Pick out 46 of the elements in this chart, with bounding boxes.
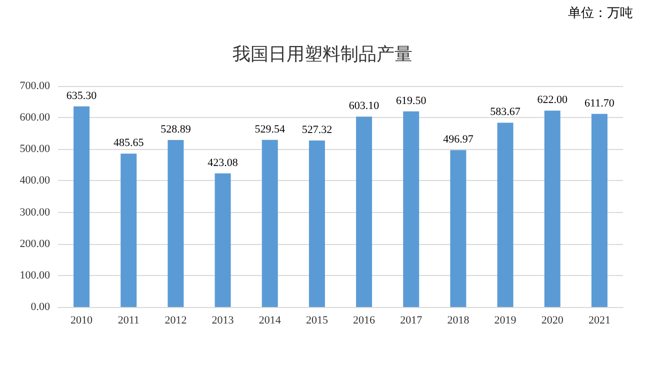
y-tick-label: 500.00 <box>20 143 50 156</box>
bar <box>591 114 608 307</box>
data-label: 611.70 <box>584 97 615 110</box>
bar <box>74 106 90 307</box>
bar <box>262 140 278 307</box>
data-label: 619.50 <box>396 94 427 107</box>
chart-title: 我国日用塑料制品产量 <box>232 44 412 64</box>
x-tick-label: 2021 <box>588 314 610 326</box>
bar <box>450 150 466 307</box>
data-label: 485.65 <box>114 137 144 150</box>
y-tick-label: 700.00 <box>20 80 50 92</box>
bar <box>120 154 137 307</box>
data-label: 622.00 <box>537 94 568 106</box>
bar <box>214 173 231 307</box>
x-tick-label: 2017 <box>400 314 423 326</box>
x-tick-label: 2013 <box>212 314 234 326</box>
y-tick-label: 200.00 <box>20 238 50 250</box>
text: 单位：万吨 <box>568 5 633 20</box>
x-tick-label: 2018 <box>447 314 470 326</box>
x-tick-label: 2014 <box>258 314 282 326</box>
bar <box>356 116 372 307</box>
x-tick-label: 2016 <box>353 314 376 326</box>
bar <box>497 122 514 307</box>
bar <box>544 110 560 307</box>
x-tick-label: 2010 <box>70 314 94 326</box>
data-label: 496.97 <box>443 134 474 146</box>
y-tick-label: 300.00 <box>20 206 50 218</box>
x-tick-label: 2011 <box>118 314 140 326</box>
data-label: 529.54 <box>254 123 286 136</box>
y-tick-label: 100.00 <box>20 269 50 282</box>
x-tick-label: 2019 <box>494 314 517 326</box>
x-tick-label: 2012 <box>164 314 187 326</box>
bar <box>168 140 184 307</box>
bar <box>308 140 325 307</box>
y-tick-label: 600.00 <box>20 112 50 124</box>
data-label: 583.67 <box>490 106 521 118</box>
data-label: 528.89 <box>160 124 192 136</box>
data-label: 635.30 <box>66 90 98 102</box>
x-tick-label: 2020 <box>541 314 564 326</box>
x-tick-label: 2015 <box>306 314 328 326</box>
data-label: 603.10 <box>348 100 380 112</box>
data-label: 527.32 <box>302 124 332 136</box>
bar <box>403 111 420 307</box>
data-label: 423.08 <box>208 156 238 169</box>
y-tick-label: 0.00 <box>30 301 50 313</box>
y-tick-label: 400.00 <box>20 174 50 187</box>
